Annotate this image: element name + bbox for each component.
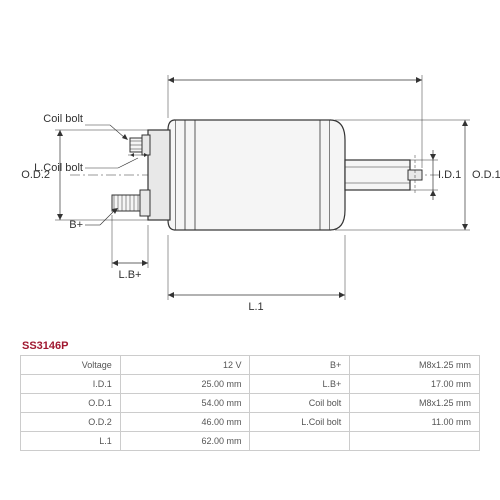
spec-value: 54.00 mm (120, 394, 250, 413)
spec-label: I.D.1 (21, 375, 121, 394)
spec-label: L.1 (21, 432, 121, 451)
spec-value: 11.00 mm (350, 413, 480, 432)
technical-drawing: O.D.2 O.D.1 I.D.1 L.1 L.B+ Coil bol (0, 0, 500, 350)
dim-id1: I.D.1 (438, 169, 461, 181)
spec-value: 62.00 mm (120, 432, 250, 451)
spec-label: L.B+ (250, 375, 350, 394)
dim-od1: O.D.1 (472, 169, 500, 181)
spec-table: Voltage12 VB+M8x1.25 mmI.D.125.00 mmL.B+… (20, 355, 480, 451)
spec-label: L.Coil bolt (250, 413, 350, 432)
spec-label: B+ (250, 356, 350, 375)
spec-row: O.D.246.00 mmL.Coil bolt11.00 mm (21, 413, 480, 432)
spec-value (350, 432, 480, 451)
spec-value: M8x1.25 mm (350, 394, 480, 413)
spec-label: Coil bolt (250, 394, 350, 413)
spec-label: O.D.2 (21, 413, 121, 432)
spec-value: 12 V (120, 356, 250, 375)
spec-row: Voltage12 VB+M8x1.25 mm (21, 356, 480, 375)
part-number: SS3146P (22, 340, 68, 352)
dim-lbplus: L.B+ (119, 269, 142, 281)
spec-value: 46.00 mm (120, 413, 250, 432)
spec-label (250, 432, 350, 451)
label-lcoil-bolt: L.Coil bolt (34, 162, 83, 174)
spec-value: M8x1.25 mm (350, 356, 480, 375)
spec-label: Voltage (21, 356, 121, 375)
spec-row: L.162.00 mm (21, 432, 480, 451)
spec-value: 17.00 mm (350, 375, 480, 394)
spec-value: 25.00 mm (120, 375, 250, 394)
label-coil-bolt: Coil bolt (43, 113, 83, 125)
spec-label: O.D.1 (21, 394, 121, 413)
label-bplus: B+ (69, 219, 83, 231)
spec-row: O.D.154.00 mmCoil boltM8x1.25 mm (21, 394, 480, 413)
drawing-svg: O.D.2 O.D.1 I.D.1 L.1 L.B+ Coil bol (0, 0, 500, 350)
dim-l1: L.1 (248, 301, 263, 313)
spec-row: I.D.125.00 mmL.B+17.00 mm (21, 375, 480, 394)
